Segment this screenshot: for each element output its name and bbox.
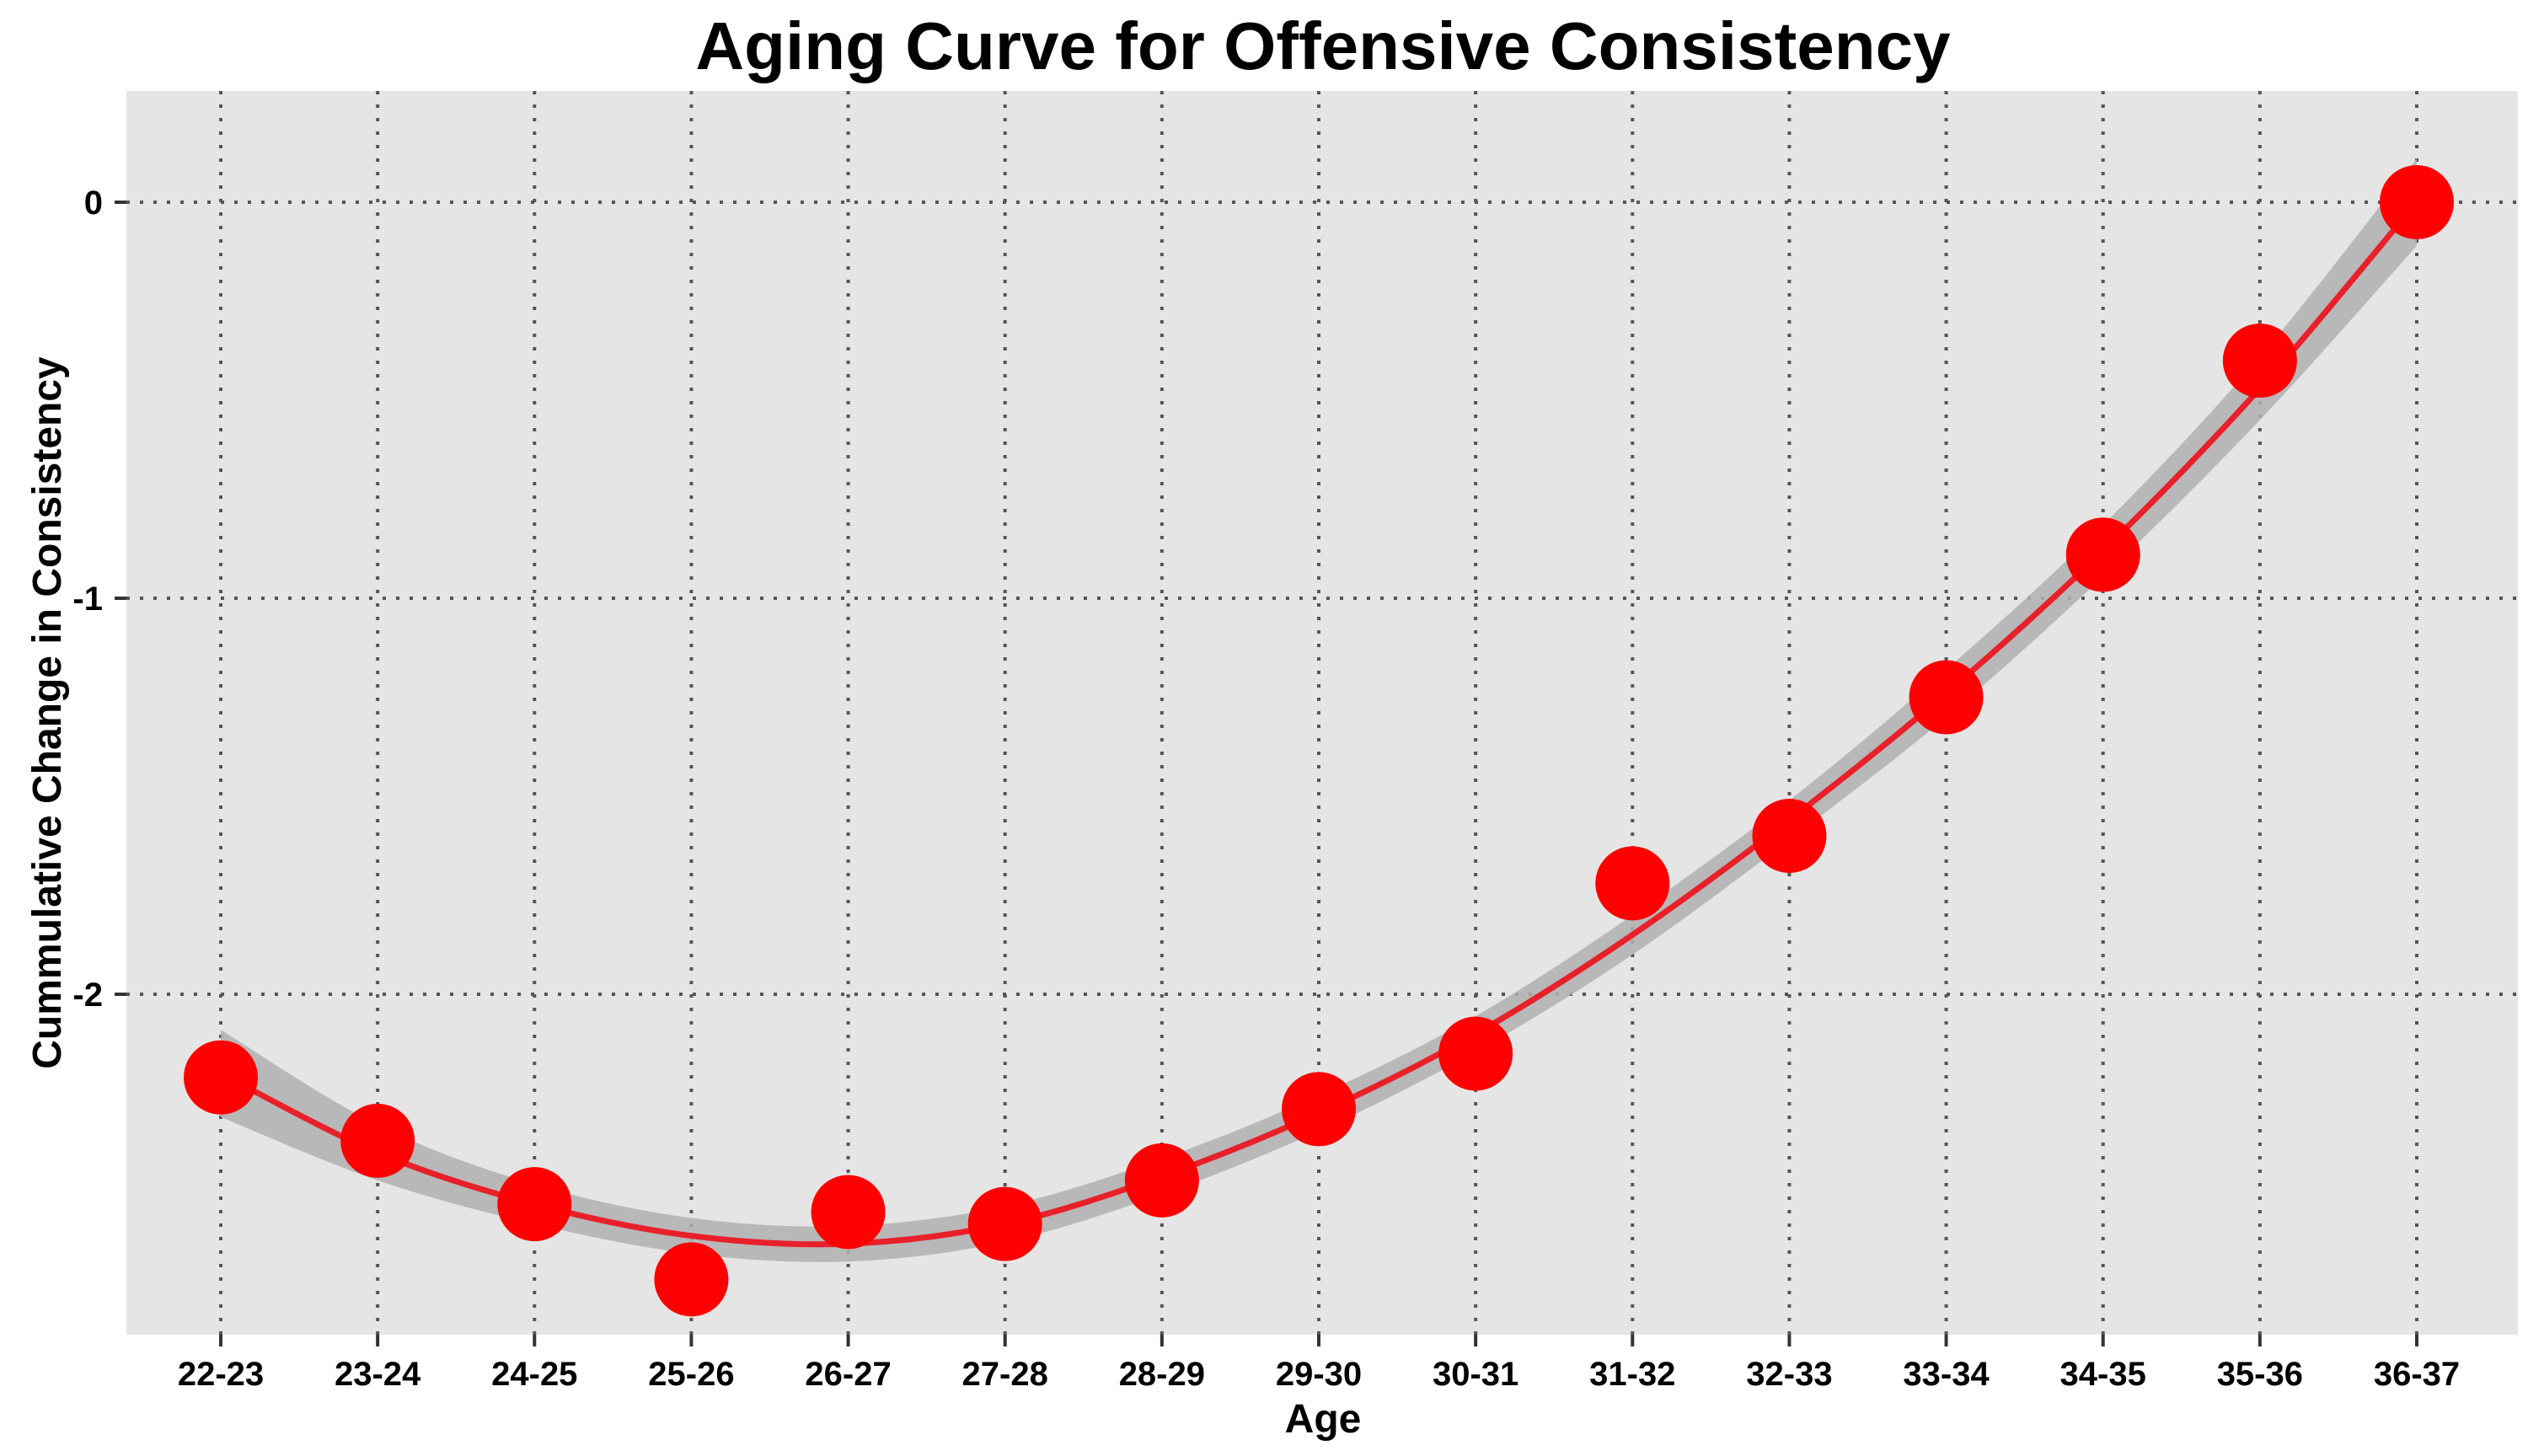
data-point xyxy=(1124,1143,1199,1218)
x-tick-label: 34-35 xyxy=(2060,1356,2146,1393)
data-point xyxy=(811,1175,886,1250)
data-point xyxy=(497,1167,572,1242)
x-tick-label: 35-36 xyxy=(2217,1356,2303,1393)
data-point xyxy=(340,1103,415,1178)
x-tick-label: 29-30 xyxy=(1276,1356,1362,1393)
point-layer xyxy=(184,165,2454,1317)
x-tick-label: 22-23 xyxy=(178,1356,264,1393)
data-point xyxy=(1595,846,1670,921)
data-point xyxy=(2380,165,2454,239)
y-axis-label: Cummulative Change in Consistency xyxy=(25,356,70,1069)
y-tick-labels: 0 -1 -2 xyxy=(72,185,126,1014)
data-point xyxy=(2222,324,2297,398)
x-tick-label: 30-31 xyxy=(1433,1356,1518,1393)
x-tick-label: 23-24 xyxy=(335,1356,421,1393)
data-point xyxy=(1752,799,1827,873)
x-tick-labels: 22-23 23-24 24-25 25-26 26-27 27-28 28-29 29-30… xyxy=(178,1335,2460,1393)
x-tick-label: 25-26 xyxy=(648,1356,734,1393)
data-point xyxy=(1909,660,1984,735)
data-point xyxy=(2065,517,2140,592)
y-tick-label: 0 xyxy=(84,185,103,222)
data-point xyxy=(967,1186,1042,1261)
x-tick-label: 26-27 xyxy=(805,1356,891,1393)
data-point xyxy=(1438,1016,1513,1091)
data-point xyxy=(184,1040,258,1115)
x-tick-label: 31-32 xyxy=(1589,1356,1675,1393)
plot-panel xyxy=(126,91,2518,1335)
x-tick-label: 36-37 xyxy=(2374,1356,2460,1393)
y-tick-label: -1 xyxy=(72,581,103,618)
x-tick-label: 24-25 xyxy=(491,1356,577,1393)
data-point xyxy=(654,1242,729,1317)
data-point xyxy=(1282,1072,1356,1147)
y-tick-label: -2 xyxy=(72,977,103,1014)
x-tick-label: 28-29 xyxy=(1119,1356,1205,1393)
x-axis-label: Age xyxy=(1285,1397,1362,1442)
x-tick-label: 33-34 xyxy=(1903,1356,1990,1393)
x-tick-label: 27-28 xyxy=(962,1356,1048,1393)
x-tick-label: 32-33 xyxy=(1746,1356,1832,1393)
chart-title: Aging Curve for Offensive Consistency xyxy=(695,8,1951,83)
